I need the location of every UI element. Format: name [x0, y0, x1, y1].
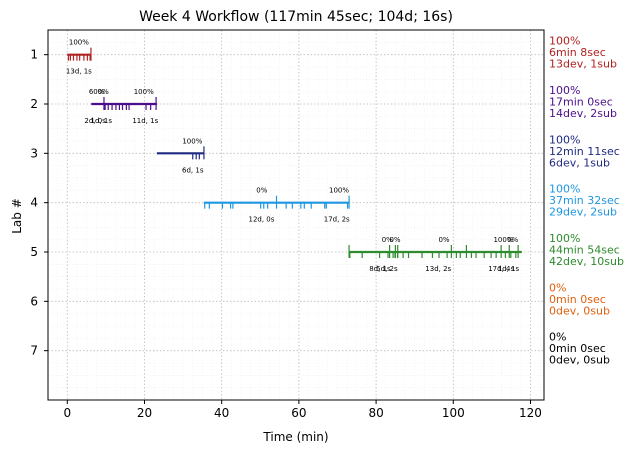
lab-5-annotation: 0%: [438, 236, 449, 244]
x-axis-label: Time (min): [262, 430, 328, 444]
y-axis-label: Lab #: [10, 198, 24, 234]
y-tick-label: 6: [30, 294, 38, 308]
lab-4-annotation: 0%: [256, 187, 267, 195]
lab-2-annotation: 11d, 1s: [132, 117, 158, 125]
x-tick-label: 40: [214, 406, 229, 420]
lab-7-summary-line: 0%: [549, 331, 566, 344]
x-tick-label: 80: [368, 406, 383, 420]
lab-5-annotation: 1d, 1s: [498, 265, 520, 273]
lab-1-annotation: 13d, 1s: [66, 68, 92, 76]
lab-2-annotation: 0%: [98, 88, 109, 96]
lab-5-annotation: 8d, 1s: [369, 265, 391, 273]
lab-1-summary-line: 6min 8sec: [549, 46, 606, 59]
lab-3-annotation: 100%: [182, 137, 202, 145]
lab-2-summary-line: 100%: [549, 84, 580, 97]
lab-5-annotation: 0%: [382, 236, 393, 244]
lab-4-annotation: 100%: [329, 187, 349, 195]
lab-5-summary-line: 100%: [549, 232, 580, 245]
lab-1-summary-line: 100%: [549, 35, 580, 48]
lab-7-summary-line: 0min 0sec: [549, 342, 606, 355]
lab-5-annotation: 0%: [507, 236, 518, 244]
lab-3-summary-line: 12min 11sec: [549, 145, 620, 158]
y-tick-label: 2: [30, 97, 38, 111]
lab-5-annotation: 5d, 2s: [376, 265, 398, 273]
lab-6-summary-line: 0min 0sec: [549, 293, 606, 306]
lab-3-summary-line: 100%: [549, 133, 580, 146]
x-tick-label: 60: [291, 406, 306, 420]
lab-3-annotation: 6d, 1s: [182, 166, 204, 174]
lab-3-summary-line: 6dev, 1sub: [549, 156, 610, 169]
lab-7-summary-line: 0dev, 0sub: [549, 354, 610, 367]
lab-2-annotation: 60%: [89, 88, 105, 96]
lab-5-annotation: 100%: [493, 236, 513, 244]
y-tick-label: 3: [30, 146, 38, 160]
x-tick-label: 100: [442, 406, 465, 420]
lab-4-annotation: 12d, 0s: [249, 216, 275, 224]
y-tick-label: 7: [30, 344, 38, 358]
lab-5-annotation: 0%: [389, 236, 400, 244]
lab-5-summary-line: 42dev, 10sub: [549, 255, 624, 268]
x-tick-label: 120: [519, 406, 542, 420]
chart-title: Week 4 Workflow (117min 45sec; 104d; 16s…: [139, 9, 453, 25]
lab-2-annotation: 2d, 0s: [84, 117, 106, 125]
x-tick-label: 20: [137, 406, 152, 420]
plot-frame: [47, 29, 545, 401]
lab-2-summary-line: 14dev, 2sub: [549, 107, 617, 120]
lab-5-annotation: 17d, 4s: [488, 265, 514, 273]
lab-5-annotation: 13d, 2s: [425, 265, 451, 273]
y-tick-label: 5: [30, 245, 38, 259]
lab-4-summary-line: 29dev, 2sub: [549, 206, 617, 219]
lab-6-summary-line: 0%: [549, 281, 566, 294]
lab-4-summary-line: 100%: [549, 183, 580, 196]
lab-6-summary-line: 0dev, 0sub: [549, 304, 610, 317]
lab-1-summary-line: 13dev, 1sub: [549, 58, 617, 71]
x-tick-label: 0: [63, 406, 71, 420]
lab-4-summary-line: 37min 32sec: [549, 194, 620, 207]
lab-2-annotation: 100%: [134, 88, 154, 96]
y-tick-label: 4: [30, 196, 38, 210]
lab-1-annotation: 100%: [69, 39, 89, 47]
y-tick-label: 1: [30, 48, 38, 62]
lab-2-summary-line: 17min 0sec: [549, 96, 613, 109]
lab-5-summary-line: 44min 54sec: [549, 244, 620, 257]
lab-4-annotation: 17d, 2s: [324, 216, 350, 224]
lab-2-annotation: 1d, 1s: [91, 117, 113, 125]
